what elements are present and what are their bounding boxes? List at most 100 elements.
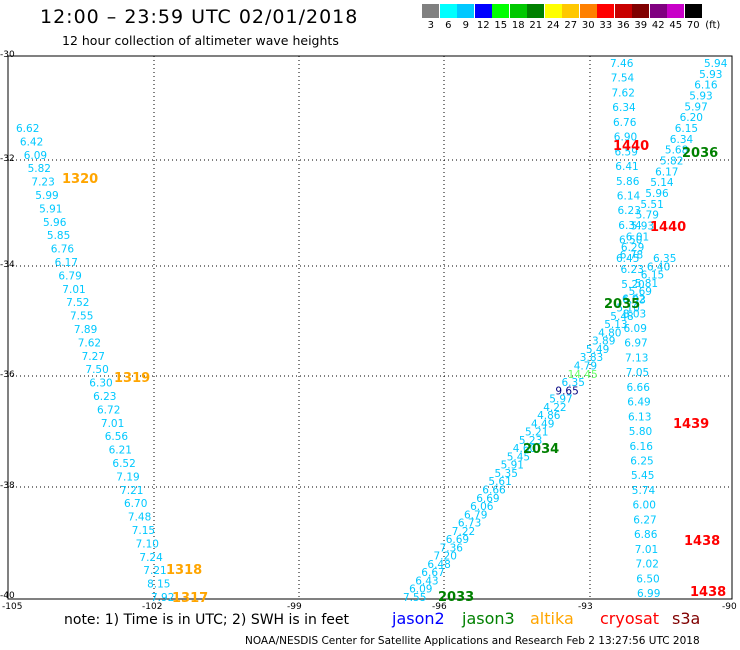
wave-height-value: 6.03	[623, 294, 646, 306]
wave-height-value: 6.76	[51, 244, 75, 256]
lon-tick-label: -105	[2, 602, 23, 612]
wave-height-value: 14.45	[568, 369, 598, 381]
pass-time-label: 2034	[523, 442, 559, 457]
wave-height-value: 6.09	[24, 150, 47, 162]
wave-height-value: 6.50	[636, 573, 659, 585]
track-2036: 5.945.936.165.935.976.206.156.345.685.82…	[616, 58, 728, 265]
wave-height-value: 9.65	[555, 385, 578, 397]
wave-height-value: 7.48	[128, 512, 151, 524]
wave-height-value: 6.67	[421, 567, 444, 579]
wave-height-value: 5.94	[704, 58, 728, 70]
satellite-altika: altika	[530, 609, 574, 628]
wave-height-value: 5.96	[43, 217, 67, 229]
wave-height-value: 5.82	[28, 163, 51, 175]
wave-height-value: 6.92	[622, 294, 645, 306]
wave-height-value: 5.99	[35, 190, 58, 202]
scale-label: 33	[599, 20, 613, 31]
scale-swatch	[632, 4, 649, 18]
wave-height-value: 7.55	[403, 592, 426, 604]
wave-height-value: 8.15	[147, 579, 170, 591]
wave-height-value: 5.13	[604, 319, 627, 331]
wave-height-value: 5.80	[629, 426, 652, 438]
scale-swatch	[667, 4, 684, 18]
wave-height-value: 6.76	[613, 117, 637, 129]
wave-height-value: 5.93	[689, 91, 712, 103]
pass-time-label: 1318	[166, 563, 202, 578]
lon-tick-label: -99	[287, 602, 302, 612]
scale-label: 42	[651, 20, 665, 31]
track-1440: 7.46 7.54 7.62 6.34 6.76 6.90 6.59 6.41 5.86 6.14…	[610, 58, 660, 600]
wave-height-value: 6.35	[653, 253, 676, 265]
wave-height-value: 7.89	[74, 324, 97, 336]
wave-height-value: 6.86	[634, 529, 658, 541]
wave-height-value: 6.00	[633, 500, 656, 512]
wave-height-value: 6.79	[58, 270, 81, 282]
wave-height-value: 6.56	[105, 431, 129, 443]
scale-swatch	[579, 4, 597, 18]
scale-swatch	[457, 4, 474, 18]
wave-height-value: 6.06	[470, 501, 494, 513]
page-subtitle: 12 hour collection of altimeter wave hei…	[62, 33, 339, 48]
wave-height-value: 5.82	[660, 156, 683, 168]
wave-height-value: 5.96	[645, 188, 669, 200]
scale-label: 70	[686, 20, 700, 31]
scale-label: (ft)	[705, 20, 721, 31]
wave-height-value: 6.97	[624, 338, 647, 350]
wave-height-value: 5.51	[640, 199, 663, 211]
wave-height-value: 7.21	[120, 485, 143, 497]
pass-time-label: 2035	[604, 297, 640, 312]
wave-height-value: 7.05	[626, 367, 649, 379]
wave-height-value: 6.70	[124, 498, 147, 510]
wave-height-value: 7.01	[101, 418, 124, 430]
wave-height-value: 6.15	[675, 123, 698, 135]
scale-swatch	[439, 4, 457, 18]
wave-height-value: 5.48	[610, 311, 633, 323]
wave-height-value: 5.74	[632, 485, 656, 497]
wave-height-value: 6.78	[620, 249, 643, 261]
satellite-jason2: jason2	[392, 609, 445, 628]
wave-height-value: 6.14	[617, 191, 641, 203]
wave-height-value: 6.48	[427, 559, 450, 571]
scale-label: 24	[546, 20, 560, 31]
wave-height-value: 5.79	[636, 210, 659, 222]
wave-height-value: 7.21	[143, 565, 166, 577]
wave-height-value: 5.35	[495, 468, 518, 480]
time-labels: 1320 1319 1318 1317 2033 2034 2035 2036 1440 1440…	[62, 139, 726, 606]
wave-height-value: 7.19	[116, 471, 139, 483]
wave-height-value: 7.36	[440, 542, 464, 554]
wave-height-value: 7.20	[434, 551, 457, 563]
wave-height-value: 6.16	[694, 80, 718, 92]
plot-frame	[7, 55, 733, 600]
wave-height-value: 5.97	[684, 101, 707, 113]
wave-height-value: 5.85	[47, 230, 70, 242]
wave-height-value: 7.92	[151, 592, 174, 604]
wave-height-value: 6.17	[55, 257, 78, 269]
wave-height-value: 7.62	[612, 87, 635, 99]
scale-label: 15	[494, 20, 508, 31]
wave-height-value: 6.66	[627, 382, 651, 394]
footer-credit: NOAA/NESDIS Center for Satellite Applica…	[245, 635, 700, 647]
wave-height-value: 7.62	[78, 337, 101, 349]
lon-tick-label: -90	[722, 602, 737, 612]
wave-height-value: 7.15	[132, 525, 155, 537]
wave-height-value: 5.10	[616, 303, 639, 315]
wave-height-value: 5.68	[665, 145, 688, 157]
wave-height-value: 3.83	[580, 352, 603, 364]
wave-height-value: 7.24	[139, 552, 163, 564]
wave-height-value: 6.30	[89, 378, 112, 390]
wave-height-value: 6.41	[615, 161, 638, 173]
wave-height-value: 5.97	[549, 394, 572, 406]
wave-height-value: 6.43	[415, 576, 438, 588]
wave-height-value: 5.61	[488, 476, 511, 488]
scale-label: 18	[511, 20, 525, 31]
scale-label: 21	[529, 20, 543, 31]
wave-height-value: 6.13	[628, 411, 651, 423]
wave-height-value: 7.01	[62, 284, 85, 296]
wave-height-value: 5.86	[616, 176, 640, 188]
scale-swatch	[492, 4, 509, 18]
wave-height-value: 6.90	[614, 132, 637, 144]
wave-height-value: 7.55	[70, 311, 93, 323]
wave-height-value: 5.69	[629, 286, 652, 298]
